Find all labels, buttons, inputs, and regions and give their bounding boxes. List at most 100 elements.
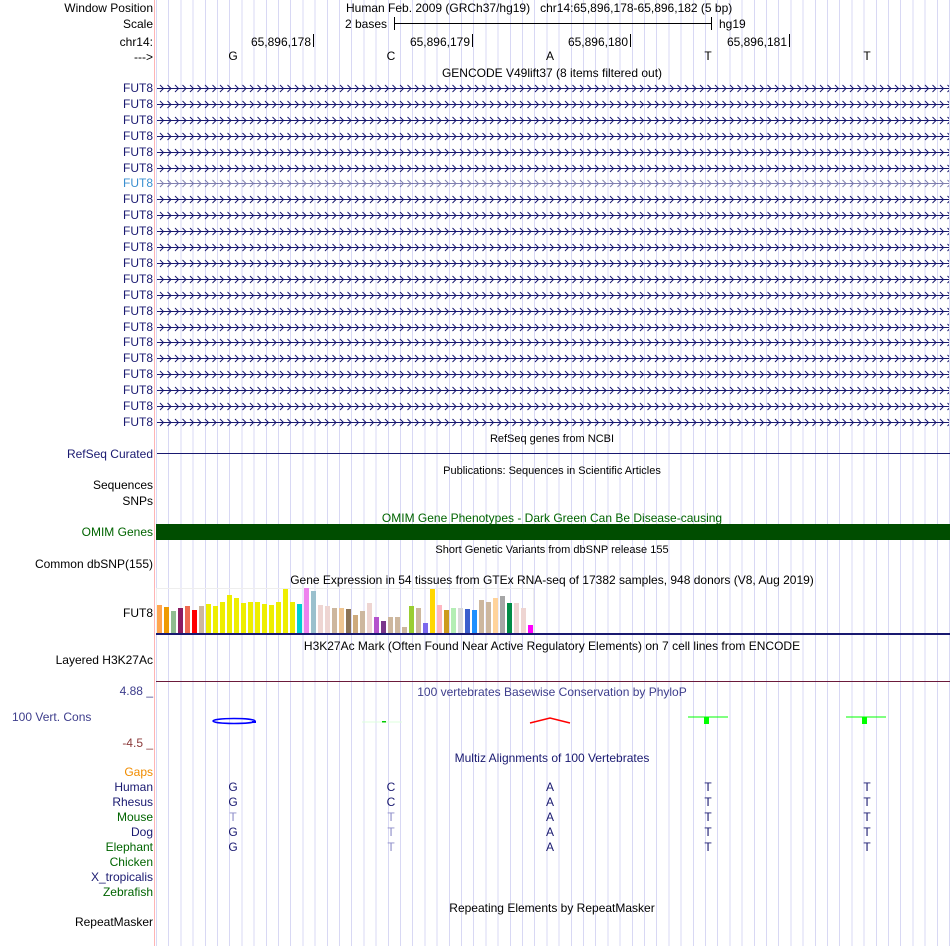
gtex-tissue-bar[interactable] xyxy=(248,602,253,633)
gencode-gene-label[interactable]: FUT8 xyxy=(123,303,153,318)
gencode-gene-label[interactable]: FUT8 xyxy=(123,192,153,207)
gencode-transcript[interactable] xyxy=(157,417,949,427)
gtex-tissue-bar[interactable] xyxy=(227,595,232,633)
gtex-tissue-bar[interactable] xyxy=(353,615,358,633)
gtex-tissue-bar[interactable] xyxy=(171,611,176,633)
species-label[interactable]: Dog xyxy=(130,825,153,839)
gencode-transcript[interactable] xyxy=(157,402,949,411)
gtex-tissue-bar[interactable] xyxy=(325,606,330,633)
gencode-gene-label[interactable]: FUT8 xyxy=(123,112,153,127)
gtex-tissue-bar[interactable] xyxy=(416,608,421,633)
gtex-tissue-bar[interactable] xyxy=(255,602,260,633)
gtex-tissue-bar[interactable] xyxy=(311,591,316,633)
gtex-tissue-bar[interactable] xyxy=(178,608,183,633)
omim-gene-bar[interactable] xyxy=(156,524,950,540)
gtex-tissue-bar[interactable] xyxy=(493,598,498,633)
gencode-gene-label[interactable]: FUT8 xyxy=(123,128,153,143)
refseq-label[interactable]: RefSeq Curated xyxy=(66,447,153,461)
gtex-tissue-bar[interactable] xyxy=(360,611,365,633)
species-label[interactable]: Human xyxy=(114,780,153,794)
gtex-tissue-bar[interactable] xyxy=(283,589,288,633)
gtex-tissue-bar[interactable] xyxy=(465,609,470,633)
gencode-transcript[interactable] xyxy=(157,179,949,189)
gencode-gene-label[interactable]: FUT8 xyxy=(123,383,153,398)
species-label[interactable]: Elephant xyxy=(105,840,153,854)
refseq-gene-line[interactable] xyxy=(157,453,950,454)
gtex-tissue-bar[interactable] xyxy=(339,608,344,633)
gtex-tissue-bar[interactable] xyxy=(234,598,239,633)
gtex-tissue-bar[interactable] xyxy=(220,602,225,633)
gtex-tissue-bar[interactable] xyxy=(262,604,267,633)
gtex-tissue-bar[interactable] xyxy=(332,608,337,633)
gencode-gene-label[interactable]: FUT8 xyxy=(123,319,153,334)
species-label[interactable]: X_tropicalis xyxy=(90,870,153,884)
gencode-gene-label[interactable]: FUT8 xyxy=(123,255,153,270)
gtex-tissue-bar[interactable] xyxy=(290,602,295,633)
gtex-tissue-bar[interactable] xyxy=(430,589,435,633)
gencode-gene-label[interactable]: FUT8 xyxy=(123,351,153,366)
gtex-tissue-bar[interactable] xyxy=(472,610,477,633)
gtex-tissue-bar[interactable] xyxy=(297,604,302,633)
gencode-gene-label[interactable]: FUT8 xyxy=(123,240,153,254)
gtex-tissue-bar[interactable] xyxy=(437,605,442,633)
gtex-tissue-bar[interactable] xyxy=(192,609,197,633)
repeatmasker-label[interactable]: RepeatMasker xyxy=(74,915,153,929)
gtex-tissue-bar[interactable] xyxy=(444,610,449,633)
gtex-tissue-bar[interactable] xyxy=(388,617,393,633)
gtex-tissue-bar[interactable] xyxy=(395,617,400,633)
gtex-tissue-bar[interactable] xyxy=(458,608,463,633)
gtex-tissue-bar[interactable] xyxy=(346,609,351,633)
gtex-tissue-bar[interactable] xyxy=(381,621,386,633)
gencode-transcript[interactable] xyxy=(157,115,949,125)
gtex-tissue-bar[interactable] xyxy=(276,602,281,633)
gencode-gene-label[interactable]: FUT8 xyxy=(123,367,153,382)
gencode-transcript[interactable] xyxy=(157,195,949,205)
gencode-gene-label[interactable]: FUT8 xyxy=(123,224,153,239)
gencode-gene-label[interactable]: FUT8 xyxy=(123,176,153,191)
gencode-transcript[interactable] xyxy=(157,211,949,221)
gencode-gene-label[interactable]: FUT8 xyxy=(123,271,153,286)
gencode-gene-label[interactable]: FUT8 xyxy=(123,335,153,350)
gtex-tissue-bar[interactable] xyxy=(367,603,372,633)
gtex-tissue-bar[interactable] xyxy=(164,606,169,633)
gtex-tissue-bar[interactable] xyxy=(514,603,519,633)
gtex-tissue-bar[interactable] xyxy=(486,602,491,633)
species-label[interactable]: Rhesus xyxy=(112,795,153,809)
gtex-tissue-bar[interactable] xyxy=(374,617,379,633)
gtex-tissue-bar[interactable] xyxy=(402,627,407,633)
gtex-tissue-bar[interactable] xyxy=(423,623,428,633)
gencode-transcript[interactable] xyxy=(157,306,949,316)
omim-label[interactable]: OMIM Genes xyxy=(81,525,153,539)
gencode-transcript[interactable] xyxy=(157,147,949,157)
gtex-tissue-bar[interactable] xyxy=(500,596,505,633)
gencode-gene-label[interactable]: FUT8 xyxy=(123,144,153,159)
gencode-transcript[interactable] xyxy=(157,227,949,237)
gtex-tissue-bar[interactable] xyxy=(157,605,162,633)
gtex-tissue-bar[interactable] xyxy=(507,603,512,633)
gencode-transcript[interactable] xyxy=(157,290,949,300)
species-label[interactable]: Chicken xyxy=(109,855,153,869)
gtex-gene-label[interactable]: FUT8 xyxy=(123,606,153,620)
gencode-transcript[interactable] xyxy=(157,243,949,252)
gencode-transcript[interactable] xyxy=(157,370,949,380)
h3k27ac-label[interactable]: Layered H3K27Ac xyxy=(55,653,153,667)
gencode-gene-label[interactable]: FUT8 xyxy=(123,96,153,111)
phylop-label[interactable]: 100 Vert. Cons xyxy=(12,710,92,724)
gtex-tissue-bar[interactable] xyxy=(199,606,204,633)
gencode-transcript[interactable] xyxy=(157,163,949,173)
species-label[interactable]: Zebrafish xyxy=(102,885,153,899)
gtex-tissue-bar[interactable] xyxy=(241,603,246,633)
gencode-transcript[interactable] xyxy=(157,274,949,284)
gencode-transcript[interactable] xyxy=(157,354,949,364)
gencode-transcript[interactable] xyxy=(157,99,949,109)
species-label[interactable]: Mouse xyxy=(116,810,153,824)
gtex-tissue-bar[interactable] xyxy=(521,608,526,633)
gtex-tissue-bar[interactable] xyxy=(479,600,484,633)
gtex-tissue-bar[interactable] xyxy=(213,606,218,633)
gtex-tissue-bar[interactable] xyxy=(304,588,309,633)
gencode-transcript[interactable] xyxy=(157,84,949,93)
gtex-tissue-bar[interactable] xyxy=(185,606,190,633)
gtex-tissue-bar[interactable] xyxy=(409,606,414,633)
gtex-tissue-bar[interactable] xyxy=(206,604,211,633)
gtex-tissue-bar[interactable] xyxy=(269,605,274,633)
